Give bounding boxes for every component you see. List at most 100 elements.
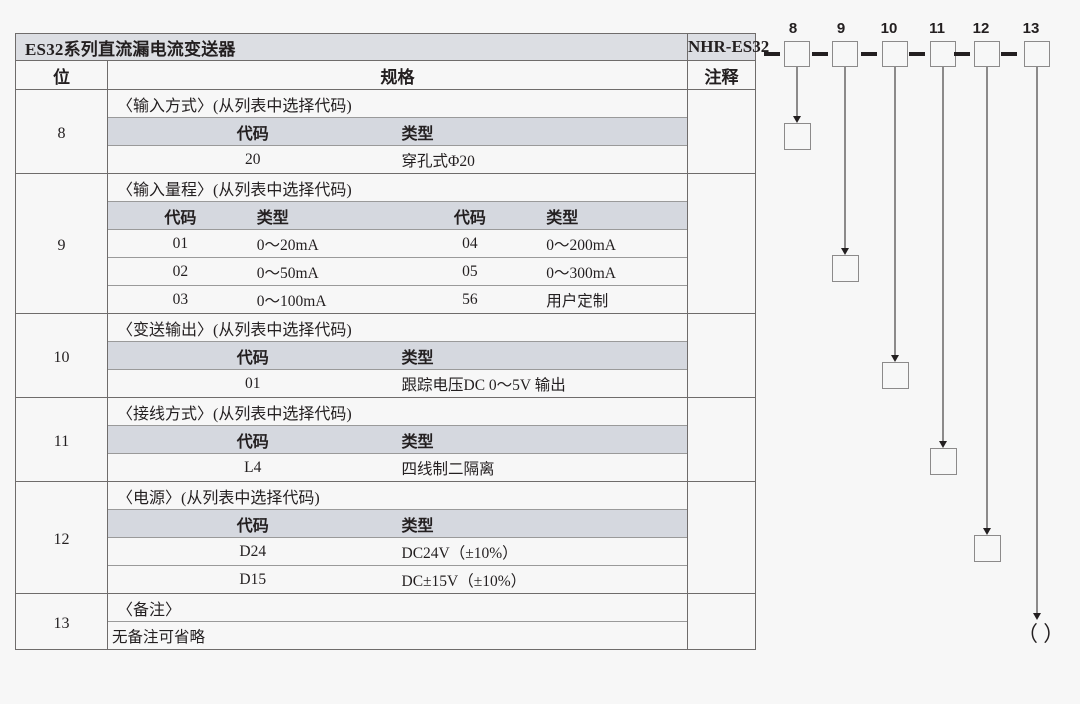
spec-inner-table: 〈变送输出〉(从列表中选择代码) 代码 类型 01 跟踪电压DC 0～5V 输出 <box>108 314 687 397</box>
option-code: D24 <box>108 537 398 566</box>
spec-inner-table: 〈接线方式〉(从列表中选择代码) 代码 类型 L4 四线制二隔离 <box>108 398 687 481</box>
product-title: ES32系列直流漏电流变送器 <box>15 33 688 61</box>
spec-option-row: 03 0～100mA 56 用户定制 <box>108 286 687 314</box>
spec-section-row: 12 〈电源〉(从列表中选择代码) 代码 类型 D24 DC24V（±10%） D15 DC±… <box>15 481 756 594</box>
spec-table-container: ES32系列直流漏电流变送器 NHR-ES32 位 规格 注释 8 〈输入方式〉(… <box>15 33 769 650</box>
option-type: DC±15V（±10%） <box>401 572 527 590</box>
spec-section-title: 〈备注〉 <box>108 594 687 622</box>
option-type: 0～100mA <box>256 292 327 310</box>
option-type-secondary: 0～200mA <box>542 229 687 258</box>
arrow-head-11 <box>938 441 947 448</box>
option-type-secondary: 0～300mA <box>542 257 687 286</box>
slot-box-11[interactable] <box>930 41 956 67</box>
column-header-spec: 规格 <box>107 60 688 90</box>
position-number: 9 <box>15 173 108 314</box>
option-type: DC24V（±10%） <box>397 537 687 566</box>
spec-detail-cell: 〈接线方式〉(从列表中选择代码) 代码 类型 L4 四线制二隔离 <box>107 397 688 482</box>
slot-box-9[interactable] <box>832 41 858 67</box>
separator-dash-icon <box>909 52 925 56</box>
spec-detail-cell: 〈备注〉 无备注可省略 <box>107 593 688 650</box>
slot-box-13[interactable] <box>1024 41 1050 67</box>
option-code-secondary: 04 <box>397 229 543 258</box>
option-type: 0～50mA <box>252 257 398 286</box>
connector-line-13 <box>1036 66 1038 613</box>
arrow-head-12 <box>982 528 991 535</box>
code-entry-box-10[interactable] <box>882 362 909 389</box>
spec-section-title-row: 〈输入方式〉(从列表中选择代码) <box>108 90 687 118</box>
arrow-head-8 <box>792 116 801 123</box>
spec-section-title: 〈输入量程〉(从列表中选择代码) <box>108 174 687 202</box>
spec-option-row: L4 四线制二隔离 <box>108 454 687 482</box>
code-entry-box-9[interactable] <box>832 255 859 282</box>
connector-line-11 <box>942 66 944 441</box>
spec-option-row: 01 0～20mA 04 0～200mA <box>108 229 687 258</box>
column-header-position: 位 <box>15 60 108 90</box>
arrow-head-9 <box>840 248 849 255</box>
spec-section-title-row: 〈备注〉 <box>108 594 687 622</box>
spec-inner-table: 〈备注〉 无备注可省略 <box>108 594 687 649</box>
code-entry-box-11[interactable] <box>930 448 957 475</box>
note-cell <box>687 313 756 398</box>
position-number: 10 <box>15 313 108 398</box>
slot-number-10: 10 <box>880 20 898 37</box>
spec-section-title: 〈接线方式〉(从列表中选择代码) <box>108 398 687 426</box>
header-type: 类型 <box>397 117 687 146</box>
header-code: 代码 <box>108 425 398 454</box>
spec-code-type-header-row: 代码 类型 <box>108 425 687 454</box>
spec-section-title-row: 〈输入量程〉(从列表中选择代码) <box>108 174 687 202</box>
spec-detail-cell: 〈电源〉(从列表中选择代码) 代码 类型 D24 DC24V（±10%） D15 DC±15… <box>107 481 688 594</box>
note-cell <box>687 593 756 650</box>
position-number: 11 <box>15 397 108 482</box>
spec-code-type-header-row: 代码 类型 代码 类型 <box>108 201 687 230</box>
column-header-note: 注释 <box>687 60 756 90</box>
header-type: 类型 <box>542 201 687 230</box>
separator-dash-icon <box>861 52 877 56</box>
slot-number-13: 13 <box>1022 20 1040 37</box>
position-number: 13 <box>15 593 108 650</box>
connector-line-10 <box>894 66 896 355</box>
separator-dash-icon <box>812 52 828 56</box>
position-number: 12 <box>15 481 108 594</box>
spec-section-title-row: 〈变送输出〉(从列表中选择代码) <box>108 314 687 342</box>
slot-box-12[interactable] <box>974 41 1000 67</box>
note-cell <box>687 173 756 314</box>
spec-inner-table: 〈电源〉(从列表中选择代码) 代码 类型 D24 DC24V（±10%） D15 DC±15… <box>108 482 687 593</box>
spec-option-row: 01 跟踪电压DC 0～5V 输出 <box>108 370 687 398</box>
code-entry-paren-13[interactable]: （ ） <box>1017 622 1065 646</box>
spec-section-title-row: 〈电源〉(从列表中选择代码) <box>108 482 687 510</box>
spec-option-row: 02 0～50mA 05 0～300mA <box>108 257 687 286</box>
separator-dash-icon <box>954 52 970 56</box>
option-code: 02 <box>108 257 253 286</box>
spec-code-type-header-row: 代码 类型 <box>108 509 687 538</box>
spec-section-title: 〈电源〉(从列表中选择代码) <box>108 482 687 510</box>
spec-code-type-header-row: 代码 类型 <box>108 117 687 146</box>
separator-dash-icon <box>1001 52 1017 56</box>
spec-section-row: 9 〈输入量程〉(从列表中选择代码) 代码 类型 代码 类型 01 0～20mA 04 0～200… <box>15 173 756 314</box>
table-header-row: 位 规格 注释 <box>15 60 756 90</box>
code-entry-box-8[interactable] <box>784 123 811 150</box>
spec-inner-table: 〈输入方式〉(从列表中选择代码) 代码 类型 20 穿孔式Φ20 <box>108 90 687 173</box>
option-code: 20 <box>245 150 261 168</box>
option-type-secondary: 用户定制 <box>546 292 609 310</box>
slot-box-10[interactable] <box>882 41 908 67</box>
header-type: 类型 <box>397 341 687 370</box>
arrow-head-10 <box>890 355 899 362</box>
slot-number-12: 12 <box>972 20 990 37</box>
spec-inner-table: 〈输入量程〉(从列表中选择代码) 代码 类型 代码 类型 01 0～20mA 04 0～200m… <box>108 174 687 313</box>
spec-section-row: 10 〈变送输出〉(从列表中选择代码) 代码 类型 01 跟踪电压DC 0～5V 输出 <box>15 313 756 398</box>
option-type: 穿孔式Φ20 <box>401 152 475 170</box>
spec-detail-cell: 〈输入量程〉(从列表中选择代码) 代码 类型 代码 类型 01 0～20mA 04 0～200m… <box>107 173 688 314</box>
header-code: 代码 <box>397 201 543 230</box>
option-code: 03 <box>172 290 189 308</box>
header-code: 代码 <box>108 509 398 538</box>
spec-detail-cell: 〈输入方式〉(从列表中选择代码) 代码 类型 20 穿孔式Φ20 <box>107 89 688 174</box>
table-title-row: ES32系列直流漏电流变送器 NHR-ES32 <box>15 33 769 61</box>
spec-section-title-row: 〈接线方式〉(从列表中选择代码) <box>108 398 687 426</box>
slot-box-8[interactable] <box>784 41 810 67</box>
connector-line-8 <box>796 66 798 116</box>
option-code: 01 <box>108 229 253 258</box>
code-entry-box-12[interactable] <box>974 535 1001 562</box>
product-model: NHR-ES32 <box>687 33 769 61</box>
spec-option-row: D24 DC24V（±10%） <box>108 537 687 566</box>
spec-section-row: 11 〈接线方式〉(从列表中选择代码) 代码 类型 L4 四线制二隔离 <box>15 397 756 482</box>
